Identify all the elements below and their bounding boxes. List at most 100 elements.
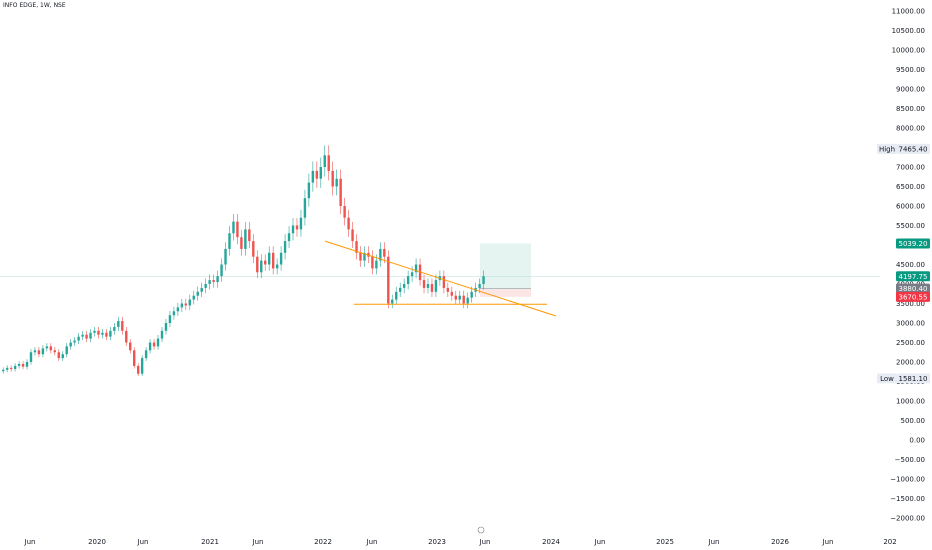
x-tick-label: 2021 (201, 538, 219, 546)
x-tick-label: Jun (594, 538, 606, 546)
stop-price-tag: 3670.55 (899, 293, 928, 301)
candle-body (232, 221, 235, 234)
candle-body (279, 252, 283, 265)
candle-body (160, 330, 164, 339)
x-tick-label: Jun (708, 538, 720, 546)
candle-body (319, 167, 322, 179)
y-tick-label: 10000.00 (892, 47, 925, 55)
y-tick-label: 2500.00 (896, 339, 925, 347)
x-tick-label: Jun (24, 538, 36, 546)
x-tick-label: Jun (822, 538, 834, 546)
candle-body (168, 315, 172, 323)
candle-body (236, 221, 239, 238)
y-tick-label: 9000.00 (896, 86, 925, 94)
candle-body (402, 284, 406, 288)
candle-body (327, 155, 330, 171)
candle-body (117, 321, 120, 327)
candle-body (351, 229, 354, 242)
candle-body (271, 252, 275, 269)
high-value: 7465.40 (899, 145, 928, 153)
x-tick-label: 2024 (542, 538, 560, 546)
candle-body (482, 276, 485, 284)
candle-body (295, 225, 299, 230)
candle-body (148, 342, 152, 351)
candle-body (176, 307, 180, 312)
candle-body (93, 330, 96, 333)
candle-body (69, 342, 72, 347)
low-label-bg (877, 373, 897, 384)
candle-body (125, 330, 128, 343)
candle-body (101, 332, 104, 335)
candle-body (287, 233, 291, 242)
y-tick-label: 11000.00 (892, 8, 925, 16)
candle-body (180, 303, 184, 308)
candle-body (363, 252, 366, 261)
candle-body (140, 358, 144, 374)
candle-body (57, 352, 60, 359)
candle-body (395, 291, 398, 300)
last-price-tag-bg (896, 271, 930, 282)
candle-body (129, 342, 132, 351)
candle-body (53, 350, 57, 353)
x-tick-label: 2023 (428, 538, 446, 546)
target-price-tag-bg (896, 238, 930, 249)
candle-body (458, 295, 461, 300)
candle-body (339, 178, 342, 206)
y-tick-label: −1500.00 (890, 495, 925, 503)
candle-body (307, 182, 311, 199)
y-tick-label: 6000.00 (896, 203, 925, 211)
candle-body (121, 321, 124, 331)
candle-body (410, 272, 414, 277)
candle-body (164, 323, 168, 331)
y-tick-label: 1000.00 (896, 398, 925, 406)
candle-body (315, 170, 319, 179)
x-axis: Jun 2020 Jun 2021 Jun 2022 Jun 2023 Jun 2024 Jun 20… (24, 538, 897, 546)
x-tick-label: Jun (137, 538, 149, 546)
low-value-bg (897, 373, 930, 384)
chart-extras (477, 526, 485, 534)
candle-body (355, 241, 358, 253)
y-tick-label: 9500.00 (896, 66, 925, 74)
y-tick-label: 3000.00 (896, 320, 925, 328)
candle-body (422, 280, 426, 288)
candle-body (45, 346, 49, 349)
candle-body (21, 363, 25, 367)
candle-body (264, 260, 267, 265)
candle-body (454, 295, 457, 300)
target-price-tag: 5039.20 (899, 240, 928, 248)
events-icon (477, 526, 485, 534)
candle-body (37, 350, 41, 355)
candle-body (196, 291, 199, 296)
x-tick-label: 2022 (314, 538, 332, 546)
candle-body (216, 276, 219, 283)
trendlines (324, 240, 557, 317)
x-tick-label: 2020 (88, 538, 106, 546)
candle-body (470, 291, 473, 298)
y-tick-label: 4500.00 (896, 261, 925, 269)
candles (2, 145, 485, 377)
candle-body (283, 241, 287, 253)
candle-body (152, 342, 156, 347)
candle-body (200, 287, 203, 292)
y-tick-label: 8500.00 (896, 105, 925, 113)
candle-body (434, 280, 438, 292)
candle-body (303, 198, 307, 218)
candle-body (399, 287, 402, 292)
candle-body (188, 299, 191, 306)
y-tick-label: 3500.00 (896, 300, 925, 308)
candle-body (2, 369, 5, 372)
position-zones (0, 243, 880, 297)
candle-body (430, 284, 434, 292)
candle-body (299, 217, 303, 230)
y-tick-label: −500.00 (895, 456, 925, 464)
candle-body (391, 299, 394, 304)
candle-body (260, 260, 263, 273)
candle-body (387, 256, 390, 304)
candle-body (478, 284, 481, 288)
y-tick-label: 5500.00 (896, 222, 925, 230)
x-tick-label: 2026 (771, 538, 789, 546)
candle-body (406, 276, 410, 284)
candle-body (347, 217, 350, 230)
